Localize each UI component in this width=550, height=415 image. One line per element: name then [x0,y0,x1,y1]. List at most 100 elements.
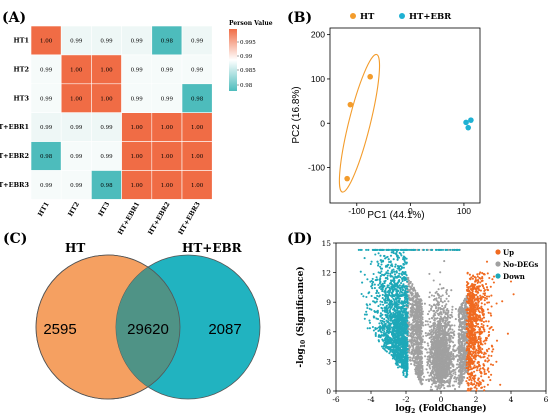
volcano-point [437,307,440,310]
volcano-point [447,381,450,384]
volcano-point [406,300,409,303]
volcano-point [412,347,415,350]
volcano-point [419,363,422,367]
volcano-point [399,310,402,313]
volcano-point [441,365,444,368]
volcano-point [461,322,464,325]
volcano-point [438,380,441,383]
volcano-point [450,289,453,292]
volcano-point [370,294,373,298]
volcano-point [389,294,392,297]
heatmap-cell [121,112,153,142]
volcano-point [485,320,488,323]
volcano-point [441,371,444,374]
volcano-point [444,345,447,349]
volcano-point [406,304,409,308]
volcano-point [449,313,452,317]
volcano-point [404,261,407,264]
volcano-point [376,260,379,263]
volcano-point [389,261,392,264]
volcano-point [439,311,442,314]
volcano-point [428,351,432,354]
volcano-point [442,307,445,310]
volcano-point [403,285,406,288]
heatmap-cell [60,112,92,142]
volcano-point [396,254,399,257]
volcano-point [393,308,396,311]
volcano-point [460,331,463,334]
volcano-point [388,311,391,314]
volcano-point [463,358,466,361]
heatmap-cell-label: 0.99 [100,38,113,44]
heatmap-cell [60,25,92,56]
volcano-point [439,332,442,335]
volcano-point [372,300,375,303]
volcano-point [420,327,423,330]
volcano-point [418,338,421,341]
volcano-point [393,355,396,358]
pca-ytick-label: 100 [311,74,325,84]
panel-d-label: (D) [287,231,312,247]
volcano-point [438,367,441,370]
volcano-point [435,297,438,300]
volcano-point [454,318,457,321]
volcano-point [444,361,447,364]
volcano-point [420,343,423,346]
volcano-point [379,259,383,262]
volcano-point [402,262,405,265]
volcano-point [360,248,363,251]
volcano-point [435,303,438,306]
volcano-point [402,276,405,279]
volcano-point [442,336,445,339]
volcano-point [400,345,403,348]
volcano-point [401,248,405,251]
volcano-point [385,329,388,332]
colorbar-tick-label: 0.985 [240,68,256,74]
volcano-point [381,301,384,304]
volcano-point [393,277,396,280]
volcano-point [413,329,417,332]
volcano-point [463,361,466,364]
volcano-point [445,334,448,337]
volcano-point [408,285,411,288]
volcano-point [442,375,445,378]
volcano-point [394,327,397,330]
volcano-point [385,293,388,296]
volcano-point [399,252,402,255]
volcano-point [386,276,389,279]
volcano-point [445,343,448,346]
volcano-point [402,266,405,269]
heatmap-cell-label: 0.99 [70,38,83,44]
volcano-point [406,333,409,336]
volcano-point [440,322,443,325]
heatmap-cell-label: 0.99 [131,38,144,44]
volcano-point [425,334,428,337]
volcano-point [396,312,399,315]
volcano-point [428,296,431,299]
volcano-point [432,358,435,361]
volcano-point [409,356,412,359]
volcano-point [396,350,399,353]
volcano-point [434,372,437,375]
volcano-point [421,310,424,313]
volcano-point [415,368,418,371]
volcano-point [383,310,386,313]
volcano-point [392,346,395,349]
volcano-point [391,328,394,332]
volcano-point [393,337,396,340]
volcano-point [404,349,407,352]
volcano-point [412,314,415,317]
volcano-point [449,362,452,365]
volcano-point [479,289,482,292]
volcano-point [447,323,450,326]
volcano-point [419,360,422,363]
volcano-point [459,312,462,315]
volcano-point [439,317,442,321]
volcano-point [378,326,381,329]
volcano-point [391,279,394,283]
heatmap-cell-label: 0.99 [100,125,113,131]
volcano-point [427,323,430,326]
volcano-point [418,356,421,359]
volcano-point [414,323,417,326]
volcano-point [418,318,421,321]
